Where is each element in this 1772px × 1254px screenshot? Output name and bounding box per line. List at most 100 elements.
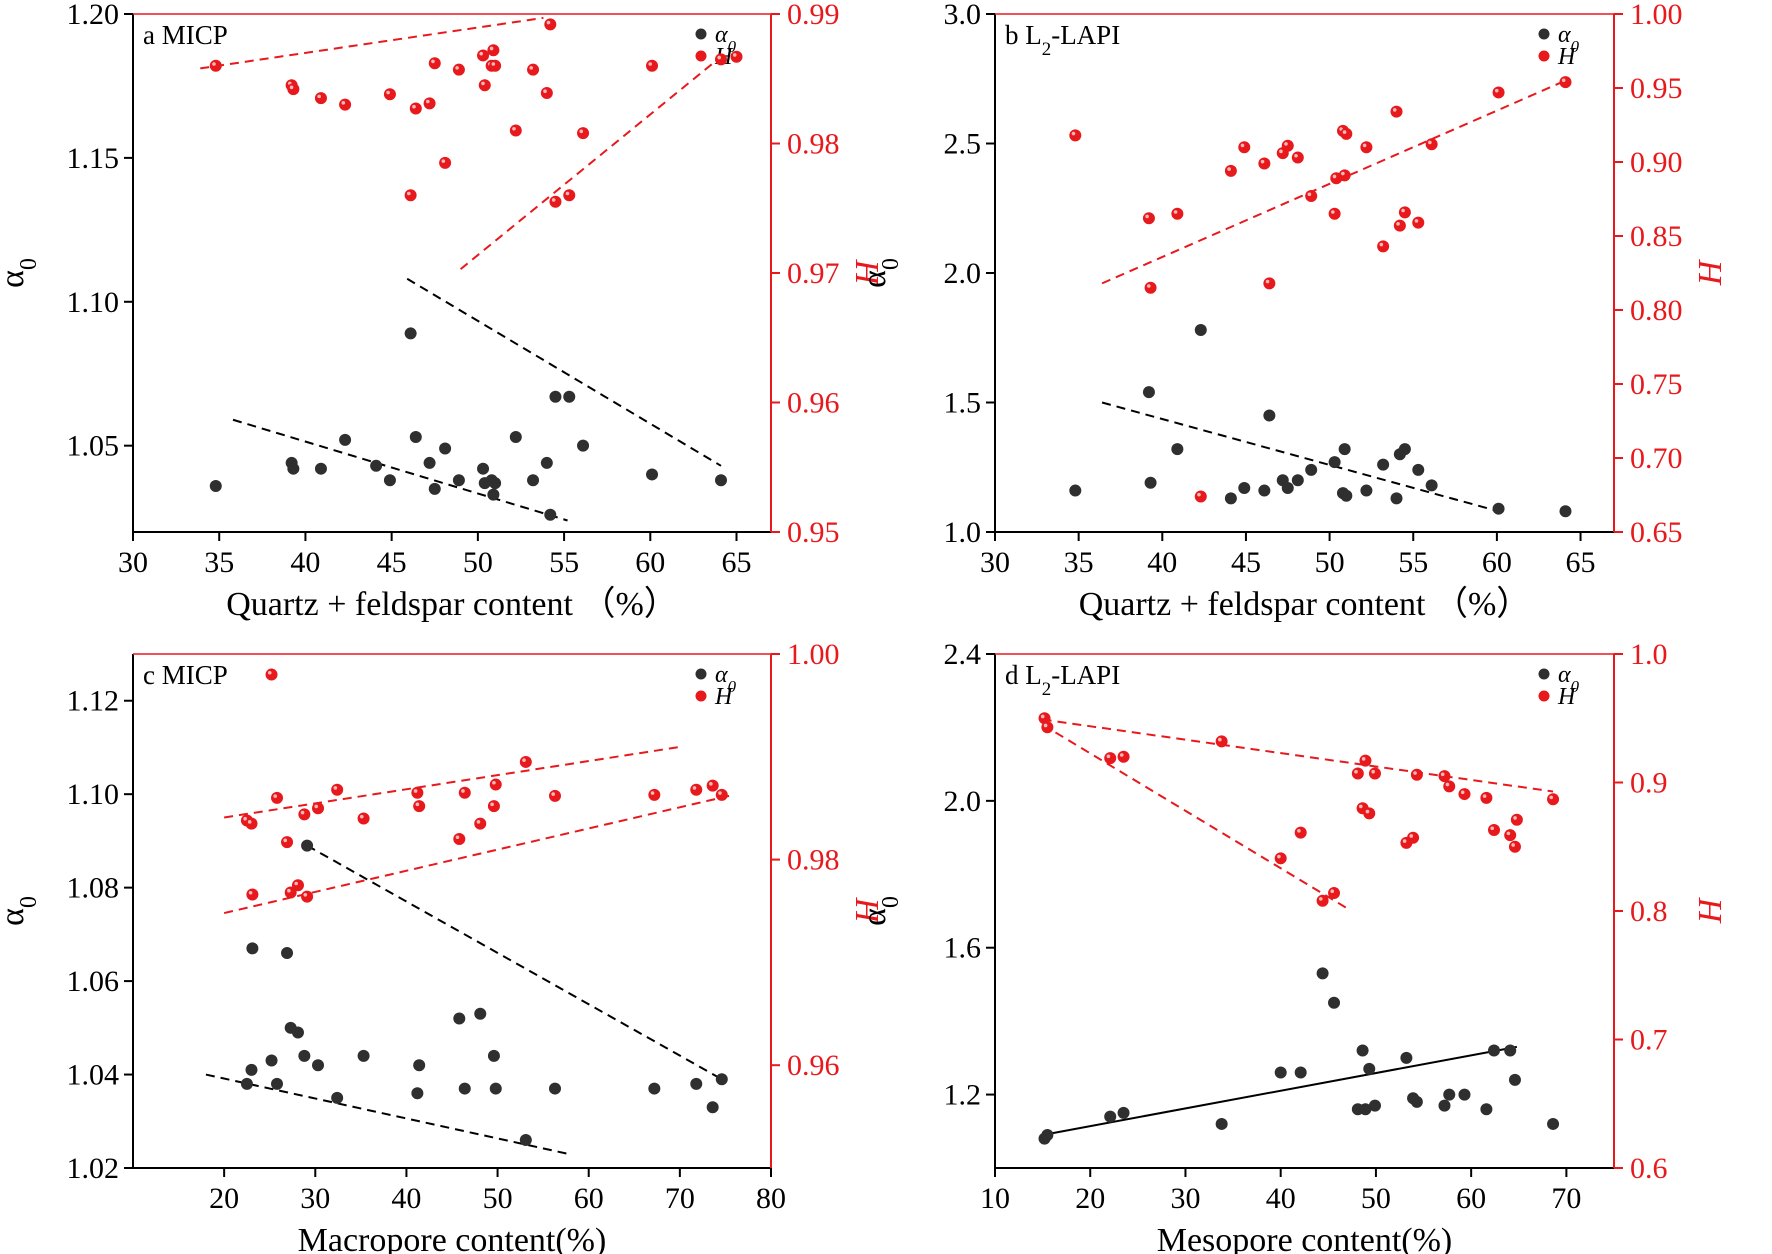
data-point-alpha [1508,1073,1521,1086]
data-point-alpha [439,442,452,455]
data-point-h [1559,76,1572,89]
data-point-alpha [428,482,441,495]
data-point-alpha [404,327,417,340]
x-tick-label: 40 [391,1182,421,1215]
y-axis-label: α0 [0,258,42,288]
data-point-highlight [212,62,216,66]
data-point-alpha [1215,1117,1228,1130]
data-point-h [715,788,728,801]
x-tick-label: 70 [1551,1182,1581,1215]
x-tick-label: 50 [1315,546,1345,579]
data-point-highlight [1145,214,1149,219]
data-point-highlight [267,670,272,675]
data-point-h [439,156,452,169]
data-point-alpha [291,1026,304,1039]
data-point-highlight [1265,279,1270,284]
fit-line-h [459,55,722,270]
data-point-highlight [1173,210,1178,214]
data-point-highlight [1414,219,1419,223]
x-tick-label: 30 [300,1182,330,1215]
data-point-highlight [1371,769,1375,774]
legend-marker-h [695,690,707,702]
data-point-h [301,890,314,903]
data-point-alpha [1117,1106,1130,1119]
data-point-highlight [303,893,308,897]
data-point-h [331,783,344,796]
data-point-highlight [1549,795,1554,800]
fit-line-alpha [205,1073,569,1155]
panel-title: b L2-LAPI [1005,20,1120,60]
data-point-highlight [455,66,459,70]
data-point-h [312,802,325,815]
data-point-h [1363,807,1376,820]
data-point-alpha [1363,1062,1376,1075]
data-point-highlight [1284,142,1288,146]
fit-line-alpha [1042,1045,1518,1136]
data-point-highlight [1119,753,1124,757]
data-point-alpha [1291,474,1304,487]
data-point-highlight [1332,174,1337,179]
data-point-highlight [1365,809,1370,814]
data-point-h [489,778,502,791]
data-point-alpha [706,1101,719,1114]
data-point-h [1438,770,1451,783]
data-point-highlight [425,99,430,104]
data-point-h [281,836,294,849]
data-point-h [563,189,576,202]
data-point-h [458,786,471,799]
data-point-h [1407,831,1420,844]
data-point-alpha [423,456,436,469]
data-point-alpha [540,456,553,469]
data-point-h [1144,281,1157,294]
data-point-h [1480,791,1493,804]
y-tick-label: 1.15 [67,142,120,175]
data-point-highlight [431,59,435,64]
x-tick-label: 45 [377,546,407,579]
data-point-h [1316,894,1329,907]
data-point-alpha [1359,1103,1372,1116]
data-point-h [246,888,259,901]
data-point-h [487,800,500,813]
data-point-alpha [646,468,659,481]
data-point-alpha [458,1082,471,1095]
data-point-h [1504,829,1517,842]
data-point-highlight [1506,831,1511,836]
data-point-highlight [1354,769,1358,774]
data-point-h [648,788,661,801]
data-point-h [453,833,466,846]
data-point-h [1351,767,1364,780]
legend-marker-alpha [695,28,707,40]
y-tick-label: 1.08 [67,872,120,905]
data-point-highlight [243,816,247,821]
data-point-highlight [294,881,298,886]
data-point-h [409,102,422,115]
fit-line-alpha [232,418,568,522]
y-tick-label: 3.0 [944,0,982,31]
data-point-alpha [240,1077,253,1090]
data-point-highlight [1358,804,1363,809]
x-tick-label: 60 [635,546,665,579]
legend-label-h: H [1557,44,1577,70]
y-tick-label: 1.10 [67,286,120,319]
legend-marker-alpha [1538,668,1550,680]
data-point-alpha [648,1082,661,1095]
x-tick-label: 50 [463,546,493,579]
data-point-h [1359,754,1372,767]
data-point-alpha [1338,443,1351,456]
y-tick-label: 1.5 [944,387,982,420]
data-point-highlight [1409,834,1414,838]
data-point-h [1194,490,1207,503]
data-point-highlight [565,191,570,196]
data-point-highlight [1294,153,1298,158]
y-tick-label: 1.04 [67,1059,120,1092]
data-point-highlight [1218,737,1222,742]
data-point-highlight [543,89,547,93]
x-tick-label: 20 [1075,1182,1105,1215]
x-tick-label: 30 [980,546,1010,579]
data-point-highlight [1106,754,1111,759]
data-point-highlight [1440,772,1445,777]
data-point-h [383,88,396,101]
data-point-h [1393,219,1406,232]
data-point-h [298,808,311,821]
data-point-highlight [1482,794,1487,798]
